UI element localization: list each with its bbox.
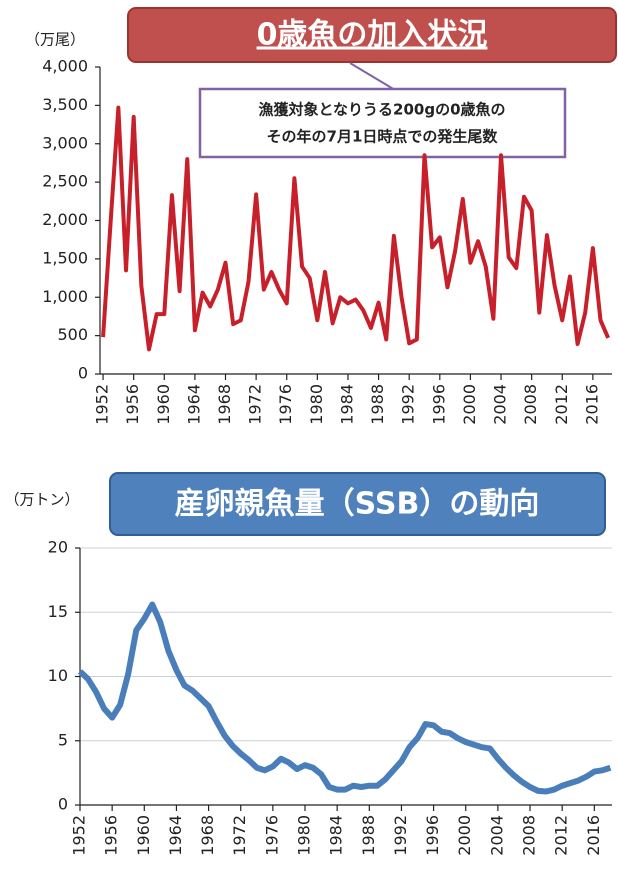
y-tick-label: 3,500 bbox=[42, 95, 88, 114]
x-tick-label: 1964 bbox=[166, 815, 185, 856]
x-tick-label: 2004 bbox=[487, 815, 506, 856]
x-tick-label: 1968 bbox=[198, 815, 217, 856]
x-tick-label: 1964 bbox=[184, 384, 203, 425]
y-tick-label: 4,000 bbox=[42, 57, 88, 76]
y-tick-label: 0 bbox=[58, 795, 68, 814]
y-tick-label: 1,500 bbox=[42, 248, 88, 267]
x-tick-label: 1992 bbox=[391, 815, 410, 856]
y-tick-label: 2,000 bbox=[42, 210, 88, 229]
x-tick-label: 2016 bbox=[584, 815, 603, 856]
x-tick-label: 1996 bbox=[423, 815, 442, 856]
y-tick-label: 0 bbox=[78, 364, 88, 383]
y-tick-label: 1,000 bbox=[42, 287, 88, 306]
annotation: 漁獲対象となりうる200gの0歳魚の bbox=[258, 101, 505, 119]
x-tick-label: 1988 bbox=[368, 384, 387, 425]
title-box-2 bbox=[109, 472, 606, 536]
x-tick-label: 1984 bbox=[337, 384, 356, 425]
y-unit: （万トン） bbox=[4, 491, 79, 509]
x-tick-label: 2004 bbox=[491, 384, 510, 425]
y-tick-label: 5 bbox=[58, 730, 68, 749]
x-tick-label: 2012 bbox=[552, 384, 571, 425]
x-tick-label: 1980 bbox=[307, 384, 326, 425]
x-tick-label: 1976 bbox=[262, 815, 281, 856]
x-tick-label: 1952 bbox=[70, 815, 89, 856]
x-tick-label: 2000 bbox=[455, 815, 474, 856]
x-tick-label: 2008 bbox=[521, 384, 540, 425]
x-tick-label: 1976 bbox=[276, 384, 295, 425]
y-tick-label: 2,500 bbox=[42, 172, 88, 191]
chart-title: 産卵親魚量（SSB）の動向 bbox=[175, 487, 540, 522]
chart-title: 0歳魚の加入状況 bbox=[257, 18, 488, 53]
y-unit: （万尾） bbox=[25, 31, 85, 49]
x-tick-label: 1968 bbox=[215, 384, 234, 425]
x-tick-label: 2016 bbox=[582, 384, 601, 425]
x-tick-label: 1960 bbox=[134, 815, 153, 856]
y-tick-label: 500 bbox=[57, 325, 88, 344]
data-line bbox=[101, 105, 611, 352]
x-tick-label: 1956 bbox=[123, 384, 142, 425]
x-tick-label: 1952 bbox=[93, 384, 112, 425]
y-tick-label: 10 bbox=[48, 666, 68, 685]
x-tick-label: 1972 bbox=[230, 815, 249, 856]
x-tick-label: 2008 bbox=[520, 815, 539, 856]
title-box-1 bbox=[127, 7, 617, 63]
x-tick-label: 1960 bbox=[154, 384, 173, 425]
y-tick-label: 15 bbox=[48, 602, 68, 621]
x-tick-label: 1988 bbox=[359, 815, 378, 856]
annotation-box bbox=[198, 87, 567, 159]
x-tick-label: 2012 bbox=[552, 815, 571, 856]
data-line bbox=[77, 601, 612, 795]
x-tick-label: 1984 bbox=[327, 815, 346, 856]
x-tick-label: 1992 bbox=[399, 384, 418, 425]
x-tick-label: 2000 bbox=[460, 384, 479, 425]
annotation: その年の7月1日時点での発生尾数 bbox=[267, 128, 499, 146]
x-tick-label: 1956 bbox=[102, 815, 121, 856]
x-tick-label: 1972 bbox=[246, 384, 265, 425]
x-tick-label: 1996 bbox=[429, 384, 448, 425]
callout-line bbox=[349, 62, 396, 91]
y-tick-label: 3,000 bbox=[42, 133, 88, 152]
y-tick-label: 20 bbox=[48, 538, 68, 557]
x-tick-label: 1980 bbox=[295, 815, 314, 856]
